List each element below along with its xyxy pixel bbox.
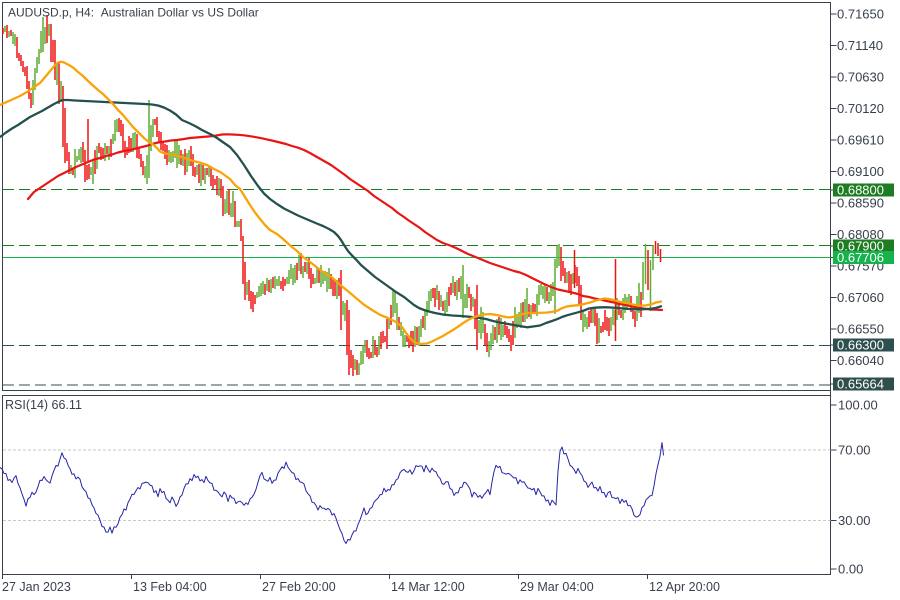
svg-text:0.66040: 0.66040 <box>837 353 884 368</box>
svg-text:0.68080: 0.68080 <box>837 227 884 242</box>
svg-text:0.66550: 0.66550 <box>837 322 884 337</box>
svg-text:27 Jan 2023: 27 Jan 2023 <box>2 580 71 594</box>
svg-text:AUDUSD.p, H4: Australian Doll: AUDUSD.p, H4: Australian Dollar vs US Do… <box>8 6 259 20</box>
svg-text:0.67706: 0.67706 <box>837 250 884 265</box>
svg-text:0.71650: 0.71650 <box>837 7 884 22</box>
svg-text:0.00: 0.00 <box>838 562 863 577</box>
svg-text:12 Apr 20:00: 12 Apr 20:00 <box>649 580 720 594</box>
svg-text:70.00: 70.00 <box>838 443 871 458</box>
svg-text:0.69100: 0.69100 <box>837 164 884 179</box>
svg-text:0.70120: 0.70120 <box>837 101 884 116</box>
svg-text:0.65664: 0.65664 <box>837 377 884 392</box>
svg-text:RSI(14) 66.11: RSI(14) 66.11 <box>5 398 82 412</box>
svg-text:13 Feb 04:00: 13 Feb 04:00 <box>133 580 207 594</box>
svg-text:29 Mar 04:00: 29 Mar 04:00 <box>520 580 594 594</box>
svg-text:0.66300: 0.66300 <box>837 338 884 353</box>
svg-text:100.00: 100.00 <box>838 398 878 413</box>
svg-text:27 Feb 20:00: 27 Feb 20:00 <box>262 580 336 594</box>
svg-text:14 Mar 12:00: 14 Mar 12:00 <box>391 580 465 594</box>
svg-text:0.67060: 0.67060 <box>837 290 884 305</box>
svg-text:0.67900: 0.67900 <box>837 239 884 254</box>
svg-text:30.00: 30.00 <box>838 513 871 528</box>
svg-text:0.69610: 0.69610 <box>837 133 884 148</box>
svg-text:0.68590: 0.68590 <box>837 196 884 211</box>
svg-text:0.71140: 0.71140 <box>837 38 883 53</box>
svg-text:0.70630: 0.70630 <box>837 70 884 85</box>
svg-text:0.68800: 0.68800 <box>837 183 884 198</box>
